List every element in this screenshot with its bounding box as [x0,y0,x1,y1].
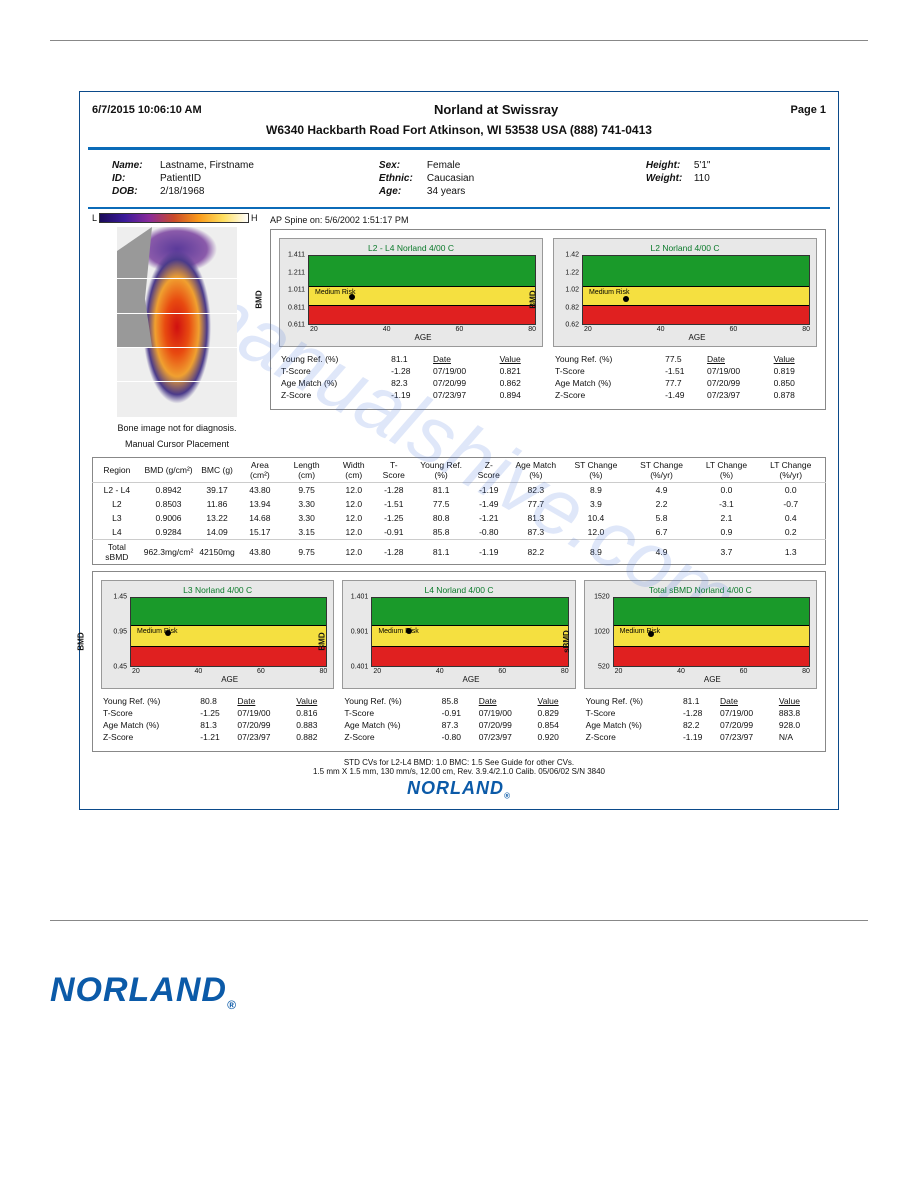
chart-ylabel: BMD [318,632,327,650]
weight-label: Weight: [646,173,694,184]
chart-stats: Young Ref. (%)77.5DateValue T-Score-1.51… [553,353,817,401]
table-header: T-Score [376,458,411,483]
top-rule [50,40,868,41]
patient-id: PatientID [160,173,201,184]
table-row: L30.900613.2214.683.3012.0-1.2580.8-1.21… [93,511,826,525]
report-page: Page 1 [791,104,826,116]
name-label: Name: [112,160,160,171]
risk-chart: L3 Norland 4/00 C BMD 1.450.950.45 Mediu… [101,580,334,743]
table-row: L2 - L40.894239.1743.809.7512.0-1.2881.1… [93,483,826,498]
chart-ylabel: BMD [529,290,538,308]
report-footer: STD CVs for L2-L4 BMD: 1.0 BMC: 1.5 See … [92,758,826,801]
bone-caption-1: Bone image not for diagnosis. [92,423,262,433]
risk-chart: L2 Norland 4/00 C BMD 1.421.221.020.820.… [553,238,817,401]
table-total-row: Total sBMD962.3mg/cm²42150mg43.809.7512.… [93,540,826,565]
patient-height: 5'1" [694,160,711,171]
dob-label: DOB: [112,186,160,197]
spine-image [117,227,237,417]
chart-title: L2 Norland 4/00 C [558,243,812,253]
chart-stats: Young Ref. (%)85.8DateValue T-Score-0.91… [342,695,575,743]
table-header: ST Change (%) [565,458,626,483]
id-label: ID: [112,173,160,184]
density-gradient: L H [92,213,262,223]
norland-logo-large: NORLAND® [50,971,868,1012]
chart-xlabel: AGE [613,675,812,684]
chart-ylabel: sBMD [561,630,570,653]
table-header: Width (cm) [331,458,376,483]
chart-stats: Young Ref. (%)80.8DateValue T-Score-1.25… [101,695,334,743]
age-label: Age: [379,186,427,197]
report-datetime: 6/7/2015 10:06:10 AM [92,104,202,116]
chart-title: Total sBMD Norland 4/00 C [589,585,812,595]
table-header: Age Match (%) [506,458,565,483]
chart-ylabel: BMD [255,290,264,308]
chart-stats: Young Ref. (%)81.1DateValue T-Score-1.28… [279,353,543,401]
gradient-high: H [251,213,258,223]
bottom-charts: L3 Norland 4/00 C BMD 1.450.950.45 Mediu… [92,571,826,752]
table-header: LT Change (%) [696,458,756,483]
bone-caption-2: Manual Cursor Placement [92,439,262,449]
chart-xlabel: AGE [371,675,570,684]
risk-chart: L2 - L4 Norland 4/00 C BMD 1.4111.2111.0… [279,238,543,401]
table-header: ST Change (%/yr) [627,458,697,483]
report-header: 6/7/2015 10:06:10 AM Norland at Swissray… [92,102,826,117]
divider-blue-thin [88,207,830,209]
report-wrapper: manualshive.com 6/7/2015 10:06:10 AM Nor… [50,91,868,810]
scan-timestamp: AP Spine on: 5/6/2002 1:51:17 PM [270,215,826,225]
footer-line2: 1.5 mm X 1.5 mm, 130 mm/s, 12.00 cm, Rev… [92,767,826,776]
patient-dob: 2/18/1968 [160,186,205,197]
risk-chart: L4 Norland 4/00 C BMD 1.4010.9010.401 Me… [342,580,575,743]
top-charts: L2 - L4 Norland 4/00 C BMD 1.4111.2111.0… [270,229,826,410]
table-header: LT Change (%/yr) [756,458,825,483]
chart-xlabel: AGE [130,675,329,684]
report-address: W6340 Hackbarth Road Fort Atkinson, WI 5… [92,123,826,137]
norland-logo-small: NORLAND® [92,778,826,801]
patient-age: 34 years [427,186,465,197]
table-row: L40.928414.0915.173.1512.0-0.9185.8-0.80… [93,525,826,540]
bone-image-panel: L H Bone image not for diagnosis. Manual… [92,213,262,451]
patient-ethnic: Caucasian [427,173,474,184]
chart-title: L3 Norland 4/00 C [106,585,329,595]
region-data-table: RegionBMD (g/cm²)BMC (g)Area (cm²)Length… [92,457,826,565]
chart-xlabel: AGE [308,333,538,342]
dexa-report: 6/7/2015 10:06:10 AM Norland at Swissray… [79,91,839,810]
chart-stats: Young Ref. (%)81.1DateValue T-Score-1.28… [584,695,817,743]
footer-line1: STD CVs for L2-L4 BMD: 1.0 BMC: 1.5 See … [92,758,826,767]
table-header: Young Ref. (%) [411,458,471,483]
table-header: BMC (g) [196,458,237,483]
chart-title: L2 - L4 Norland 4/00 C [284,243,538,253]
scan-row: L H Bone image not for diagnosis. Manual… [92,213,826,451]
patient-weight: 110 [694,173,710,184]
chart-ylabel: BMD [77,632,86,650]
table-row: L20.850311.8613.943.3012.0-1.5177.5-1.49… [93,497,826,511]
gradient-low: L [92,213,97,223]
table-header: Area (cm²) [238,458,282,483]
bottom-rule [50,920,868,921]
height-label: Height: [646,160,694,171]
gradient-bar [99,213,249,223]
risk-chart: Total sBMD Norland 4/00 C sBMD 152010205… [584,580,817,743]
document-page: manualshive.com 6/7/2015 10:06:10 AM Nor… [0,0,918,1051]
report-company: Norland at Swissray [434,102,558,117]
table-header: Z-Score [471,458,506,483]
chart-xlabel: AGE [582,333,812,342]
table-header: Region [93,458,141,483]
table-header: Length (cm) [282,458,331,483]
ethnic-label: Ethnic: [379,173,427,184]
patient-name: Lastname, Firstname [160,160,254,171]
patient-sex: Female [427,160,460,171]
patient-info: Name:Lastname, Firstname ID:PatientID DO… [92,150,826,207]
chart-title: L4 Norland 4/00 C [347,585,570,595]
table-header: BMD (g/cm²) [141,458,197,483]
sex-label: Sex: [379,160,427,171]
